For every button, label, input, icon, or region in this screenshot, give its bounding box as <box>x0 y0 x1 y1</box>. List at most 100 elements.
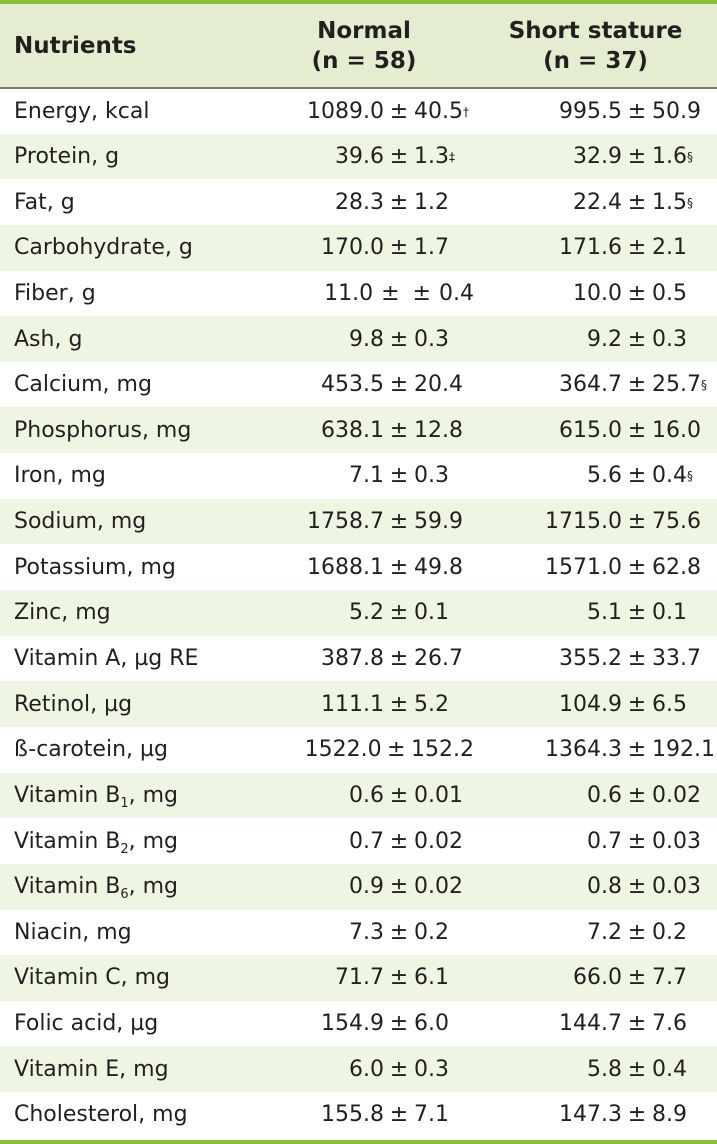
nutrient-label: Retinol, µg <box>14 691 133 717</box>
mean-sd-value: 10.0 ±0.5 <box>474 281 717 306</box>
sd-value: 1.6 <box>652 143 687 169</box>
mean-value: 6.0 <box>349 1056 384 1082</box>
nutrient-label: Vitamin B <box>14 828 121 854</box>
sd-value: 7.1 <box>414 1102 449 1128</box>
mean-value: 364.7 <box>559 372 622 398</box>
sd-value: 0.01 <box>414 782 463 808</box>
mean-value: 1522.0 <box>304 737 382 763</box>
plus-minus-sign: ± <box>627 1056 647 1082</box>
plus-minus-sign: ± <box>627 691 647 717</box>
header-short-title: Short stature <box>508 17 683 44</box>
plus-minus-sign: ± <box>389 326 409 352</box>
mean-value: 0.6 <box>587 782 622 808</box>
nutrient-name-cell: Vitamin B6, mg <box>0 864 254 910</box>
plus-minus-sign: ± <box>389 417 409 443</box>
sd-value: 1.5 <box>652 189 687 215</box>
mean-sd-value: 5.6 ±0.4 § <box>474 463 717 488</box>
short-stature-value-cell: 995.5 ±50.9 <box>474 88 717 134</box>
normal-value-cell: 638.1 ±12.8 <box>254 407 474 453</box>
mean-sd-value: 1571.0 ±62.8 <box>474 555 717 580</box>
nutrient-name-cell: Carbohydrate, g <box>0 225 254 271</box>
mean-sd-value: 5.8 ±0.4 <box>474 1057 717 1082</box>
sd-value: 1.7 <box>414 235 449 261</box>
mean-sd-value: 355.2 ±33.7 <box>474 646 717 671</box>
nutrient-name-cell: Ash, g <box>0 316 254 362</box>
nutrient-label: Niacin, mg <box>14 919 132 945</box>
mean-sd-value: 154.9 ±6.0 <box>254 1011 474 1036</box>
normal-value-cell: 1688.1 ±49.8 <box>254 544 474 590</box>
mean-value: 66.0 <box>573 965 622 991</box>
mean-value: 7.2 <box>587 919 622 945</box>
mean-sd-value: 1522.0 ±152.2 <box>254 737 474 762</box>
mean-sd-value: 5.1 ±0.1 <box>474 600 717 625</box>
nutrient-label: Carbohydrate, g <box>14 235 193 261</box>
mean-sd-value: 0.7 ±0.02 <box>254 829 474 854</box>
plus-minus-sign: ± <box>627 417 647 443</box>
sd-value: 0.02 <box>652 782 701 808</box>
mean-sd-value: 104.9 ±6.5 <box>474 692 717 717</box>
short-stature-value-cell: 0.8 ±0.03 <box>474 864 717 910</box>
short-stature-value-cell: 615.0 ±16.0 <box>474 407 717 453</box>
mean-value: 5.6 <box>587 463 622 489</box>
sd-value: 75.6 <box>652 509 701 535</box>
mean-value: 111.1 <box>321 691 384 717</box>
mean-value: 32.9 <box>573 143 622 169</box>
nutrient-name-cell: Vitamin E, mg <box>0 1046 254 1092</box>
sd-value: 0.02 <box>414 828 463 854</box>
normal-value-cell: 1089.0 ±40.5 † <box>254 88 474 134</box>
sd-value: 12.8 <box>414 417 463 443</box>
table-row: Potassium, mg 1688.1 ±49.8 1571.0 ±62.8 <box>0 544 717 590</box>
nutrient-label: Fat, g <box>14 189 75 215</box>
mean-value: 171.6 <box>559 235 622 261</box>
plus-minus-sign: ± <box>389 919 409 945</box>
nutrient-intake-table: Nutrients Normal (n = 58) Short stature … <box>0 4 717 1138</box>
sd-value: 6.5 <box>652 691 687 717</box>
sd-value: 192.1 <box>652 737 715 763</box>
mean-sd-value: 11.0 ± ± 0.4 <box>254 281 474 306</box>
plus-minus-sign: ± <box>627 874 647 900</box>
nutrient-name-cell: Vitamin C, mg <box>0 955 254 1001</box>
short-stature-value-cell: 355.2 ±33.7 <box>474 636 717 682</box>
mean-sd-value: 0.6 ±0.02 <box>474 783 717 808</box>
nutrient-label: Calcium, mg <box>14 372 152 398</box>
mean-sd-value: 7.3 ±0.2 <box>254 920 474 945</box>
plus-minus-sign: ± <box>627 372 647 398</box>
mean-value: 0.9 <box>349 874 384 900</box>
nutrient-label-unit: , mg <box>128 828 179 854</box>
short-stature-value-cell: 5.1 ±0.1 <box>474 590 717 636</box>
sd-value: 2.1 <box>652 235 687 261</box>
sd-value: 7.6 <box>652 1011 687 1037</box>
plus-minus-sign: ± <box>627 828 647 854</box>
mean-value: 11.0 <box>324 280 374 306</box>
bottom-rule <box>0 1140 717 1144</box>
mean-sd-value: 9.8 ±0.3 <box>254 327 474 352</box>
short-stature-value-cell: 5.8 ±0.4 <box>474 1046 717 1092</box>
mean-sd-value: 111.1 ±5.2 <box>254 692 474 717</box>
sd-value: 0.5 <box>652 280 687 306</box>
nutrient-label-subscript: 1 <box>120 795 129 811</box>
mean-value: 995.5 <box>559 98 622 124</box>
mean-value: 355.2 <box>559 646 622 671</box>
plus-minus-sign: ± <box>627 280 647 306</box>
table-row: Fat, g 28.3 ±1.2 22.4 ±1.5 § <box>0 179 717 225</box>
sd-value: 62.8 <box>652 554 701 580</box>
short-stature-value-cell: 22.4 ±1.5 § <box>474 179 717 225</box>
table-row: Fiber, g 11.0 ± ±0.4 10.0 ±0.5 <box>0 271 717 317</box>
sd-value: 0.03 <box>652 828 701 854</box>
plus-minus-sign: ± <box>389 1056 409 1082</box>
nutrient-label: Energy, kcal <box>14 98 150 124</box>
significance-mark: § <box>687 469 693 484</box>
sd-value: 0.4 <box>439 280 474 306</box>
header-nutrients: Nutrients <box>0 4 254 89</box>
mean-value: 9.2 <box>587 326 622 352</box>
mean-value: 144.7 <box>559 1011 622 1037</box>
plus-minus-sign: ± <box>389 189 409 215</box>
plus-minus-sign: ± <box>627 554 647 580</box>
nutrient-label-subscript: 6 <box>120 887 129 903</box>
mean-value: 387.8 <box>321 646 384 671</box>
nutrient-label: Protein, g <box>14 143 120 169</box>
sd-value: 6.1 <box>414 965 449 991</box>
nutrient-label: ß-carotein, µg <box>14 737 168 763</box>
table-row: Cholesterol, mg 155.8 ±7.1 147.3 ±8.9 <box>0 1092 717 1138</box>
sd-value: 1.2 <box>414 189 449 215</box>
